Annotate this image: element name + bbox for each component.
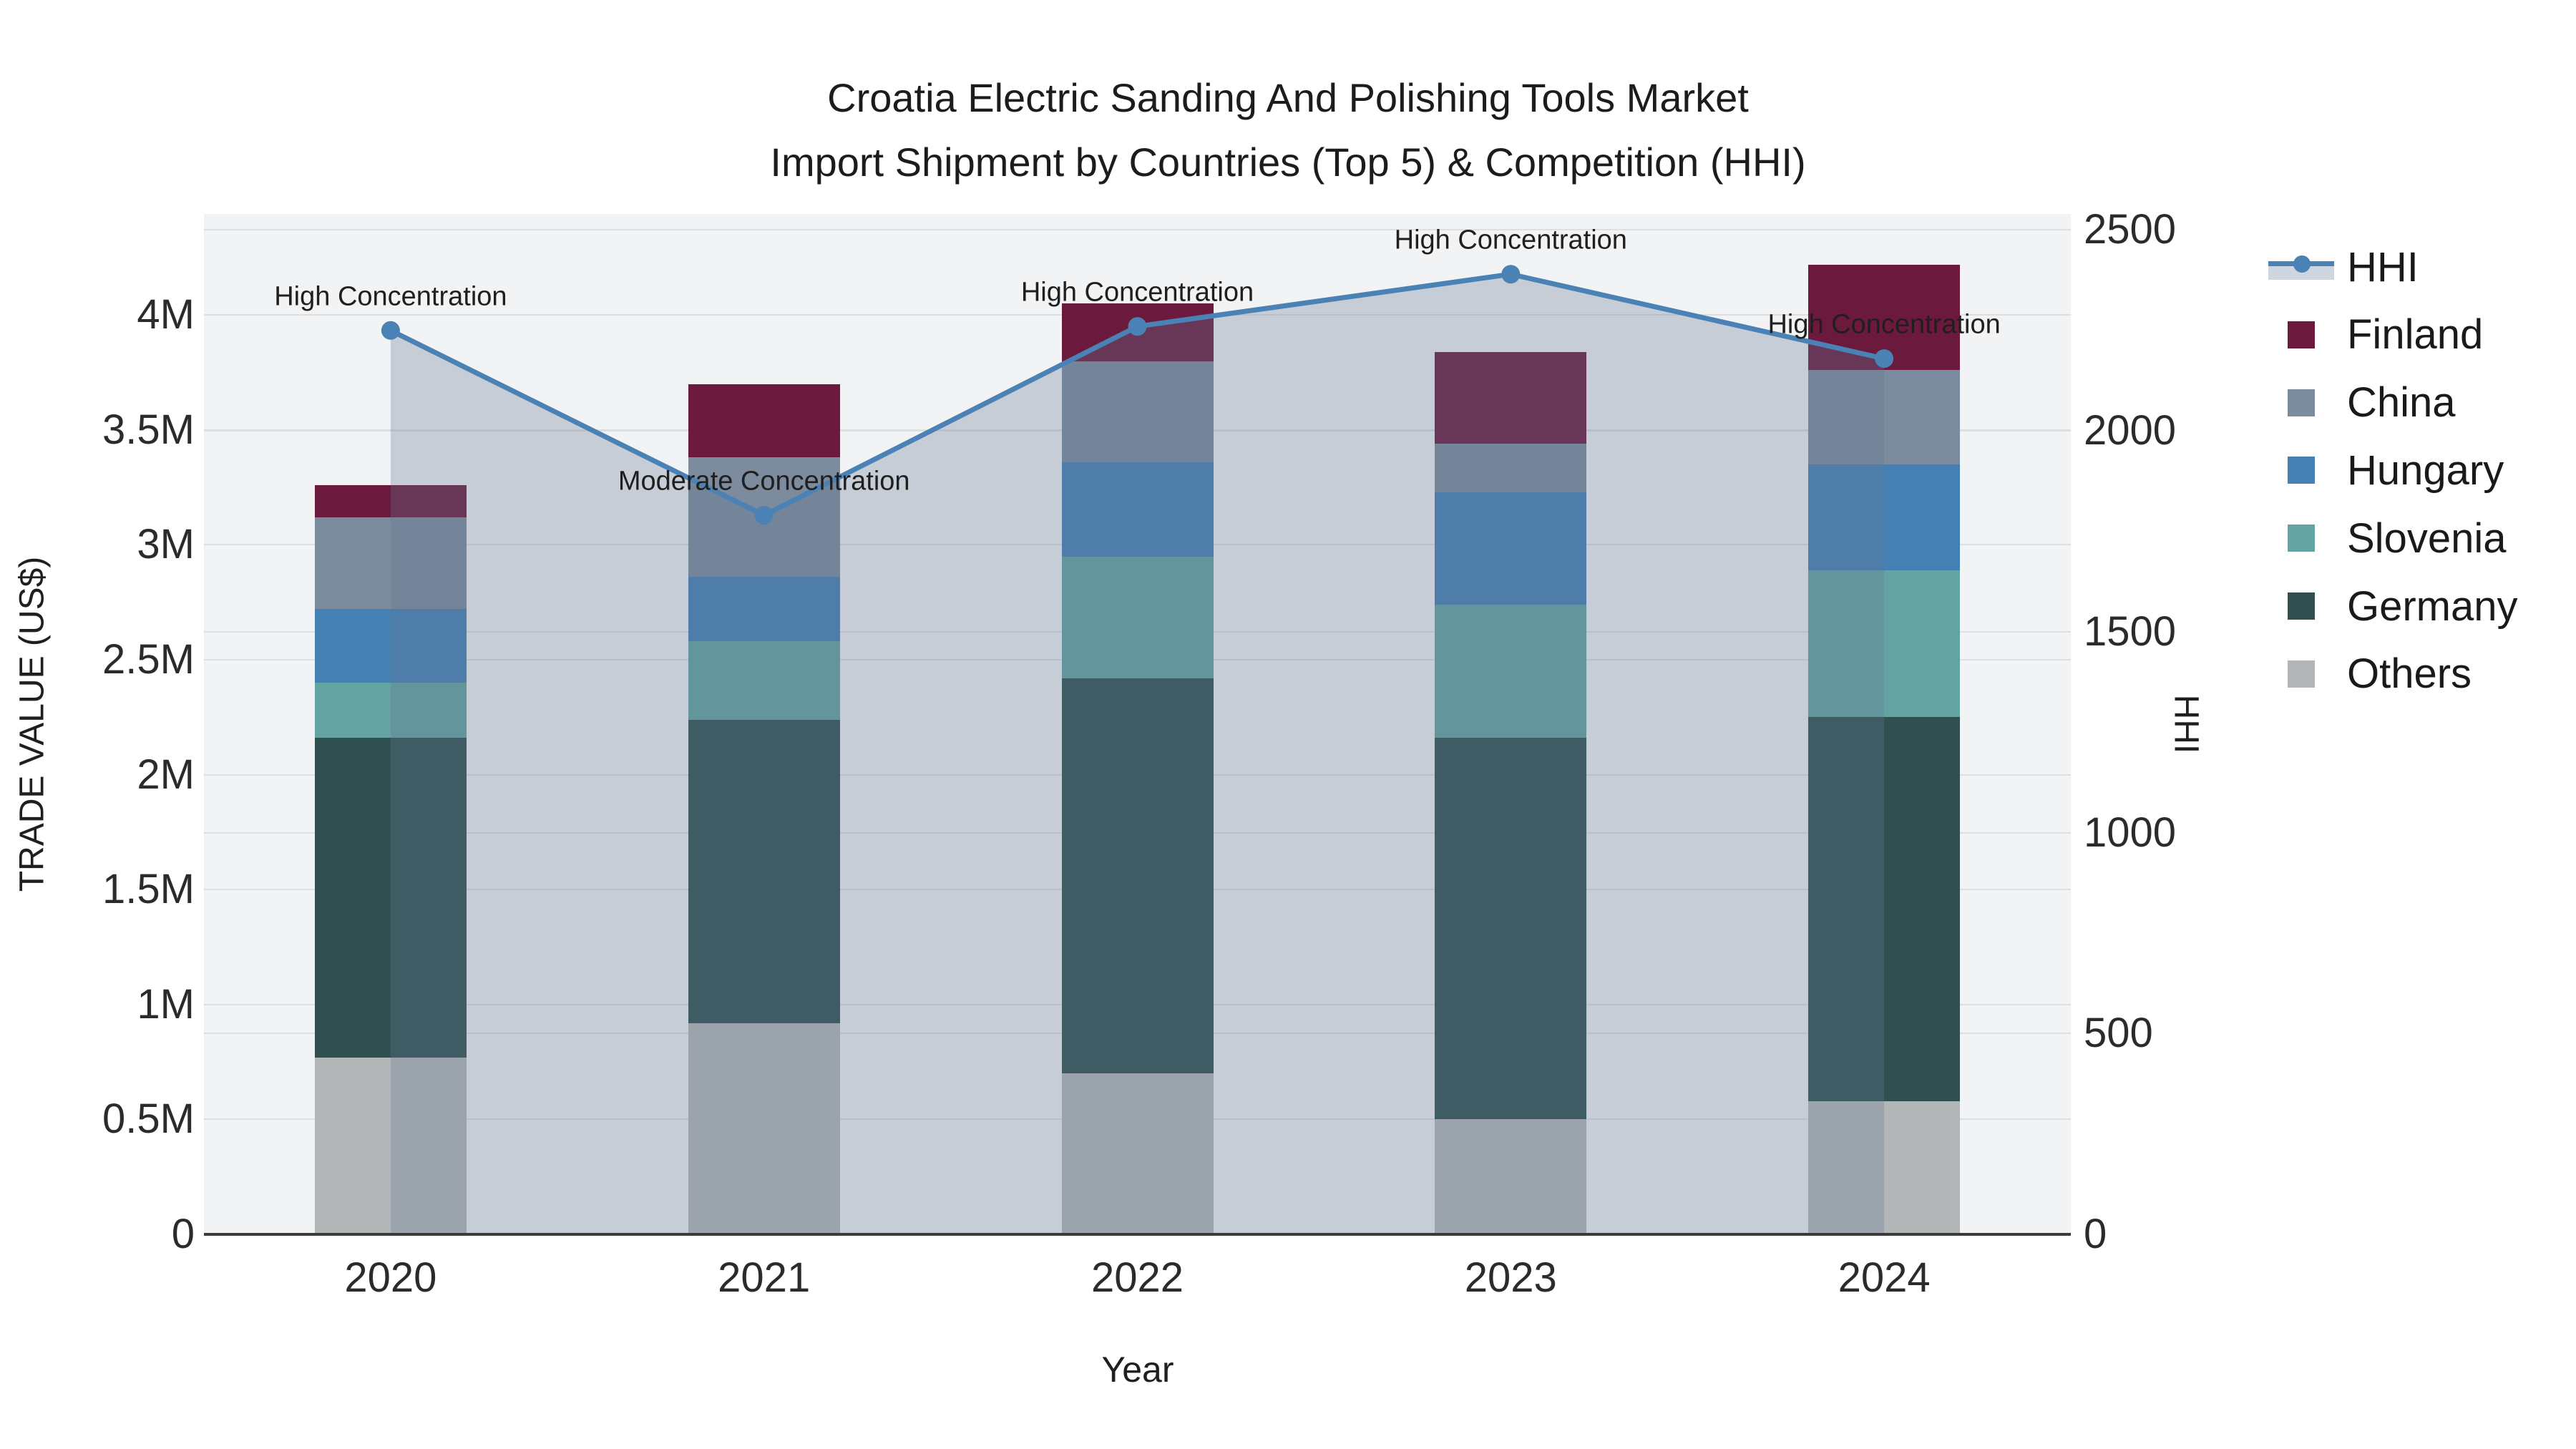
annotation-2024: High Concentration	[1767, 309, 2001, 340]
legend-item-finland[interactable]: Finland	[2268, 310, 2483, 360]
bar-2020-finland	[314, 485, 467, 517]
legend-swatch-wrap	[2268, 310, 2334, 360]
legend-color-swatch	[2288, 525, 2315, 552]
hhi-fill-swatch	[2268, 265, 2334, 280]
bar-2023-others	[1435, 1119, 1587, 1234]
bar-2023-finland	[1435, 351, 1587, 444]
y-tick-label: 1.5M	[102, 866, 195, 913]
x-tick-label-2020: 2020	[344, 1254, 437, 1301]
legend-item-germany[interactable]: Germany	[2268, 581, 2518, 631]
bar-2022-others	[1061, 1073, 1214, 1234]
x-tick-label-2023: 2023	[1464, 1254, 1557, 1301]
legend-swatch-wrap	[2268, 581, 2334, 631]
y2-tick-label: 500	[2084, 1010, 2153, 1057]
bar-2023-slovenia	[1435, 605, 1587, 738]
legend-label: Germany	[2347, 582, 2518, 630]
y-tick-label: 0.5M	[102, 1096, 195, 1143]
legend-swatch-wrap	[2268, 378, 2334, 428]
hhi-area-fill	[390, 274, 1885, 1234]
hhi-line-layer	[381, 265, 1894, 1234]
y-tick-label: 2.5M	[102, 636, 195, 683]
y-tick-label: 4M	[137, 291, 195, 338]
x-tick-label-2022: 2022	[1091, 1254, 1184, 1301]
y-tick-label: 1M	[137, 980, 195, 1028]
legend-swatch-wrap	[2268, 513, 2334, 563]
y2-tick-label: 2500	[2084, 206, 2177, 253]
bar-2021-slovenia	[688, 641, 840, 720]
x-tick-label-2021: 2021	[718, 1254, 811, 1301]
legend-item-slovenia[interactable]: Slovenia	[2268, 513, 2506, 563]
bar-2022-slovenia	[1061, 556, 1214, 678]
y2-tick-label: 2000	[2084, 407, 2177, 454]
y-tick-label: 2M	[137, 751, 195, 798]
bar-2024-germany	[1808, 717, 1961, 1101]
bar-2023-germany	[1435, 738, 1587, 1120]
y2-tick-label: 1000	[2084, 809, 2177, 856]
bar-2023-china	[1435, 444, 1587, 492]
bar-2021-hungary	[688, 577, 840, 642]
hhi-marker-2021	[754, 506, 774, 525]
legend-label: Slovenia	[2347, 514, 2507, 562]
bar-2022-germany	[1061, 678, 1214, 1074]
bar-2022-hungary	[1061, 462, 1214, 557]
y-tick-label: 3.5M	[102, 406, 195, 453]
annotation-2022: High Concentration	[1020, 277, 1254, 308]
legend-color-swatch	[2288, 389, 2315, 416]
bar-2021-others	[688, 1023, 840, 1234]
legend-item-hhi[interactable]: HHI	[2268, 242, 2419, 292]
legend-label: HHI	[2347, 243, 2419, 291]
y-tick-label: 0	[171, 1211, 195, 1257]
bar-2020-others	[314, 1057, 467, 1234]
hhi-marker-2020	[381, 321, 400, 340]
bar-2023-hungary	[1435, 492, 1587, 605]
legend-swatch-wrap	[2268, 445, 2334, 495]
y-tick-label: 3M	[137, 521, 195, 568]
legend-color-swatch	[2288, 592, 2315, 620]
bar-2021-finland	[688, 384, 840, 458]
legend-label: Finland	[2347, 311, 2484, 358]
legend-color-swatch	[2288, 321, 2315, 348]
x-axis-title: Year	[1101, 1350, 1174, 1390]
bar-2024-hungary	[1808, 464, 1961, 570]
y-axis-title: TRADE VALUE (US$)	[13, 556, 52, 892]
annotation-2021: Moderate Concentration	[618, 466, 910, 497]
legend-label: Others	[2347, 650, 2472, 698]
hhi-marker-dot-icon	[2293, 255, 2311, 273]
legend-color-swatch	[2288, 457, 2315, 484]
legend-item-hungary[interactable]: Hungary	[2268, 445, 2504, 495]
bar-2020-slovenia	[314, 683, 467, 738]
x-tick-label-2024: 2024	[1838, 1254, 1931, 1301]
bar-2024-slovenia	[1808, 570, 1961, 718]
bar-2020-china	[314, 517, 467, 610]
legend-color-swatch	[2288, 660, 2315, 688]
bar-2020-hungary	[314, 609, 467, 683]
bar-2020-germany	[314, 738, 467, 1058]
legend-swatch-wrap	[2268, 649, 2334, 699]
hhi-marker-2023	[1501, 265, 1521, 284]
chart-title: Croatia Electric Sanding And Polishing T…	[0, 66, 2576, 195]
y2-axis-title: HHI	[2167, 694, 2205, 754]
legend-item-others[interactable]: Others	[2268, 649, 2472, 699]
legend-label: Hungary	[2347, 447, 2504, 494]
bar-2021-germany	[688, 719, 840, 1023]
chart-title-line1: Croatia Electric Sanding And Polishing T…	[827, 75, 1749, 120]
plot-area: High Concentration Moderate Concentration…	[204, 214, 2071, 1234]
legend-label: China	[2347, 379, 2456, 426]
hhi-marker-2024	[1875, 349, 1894, 369]
bar-2024-china	[1808, 370, 1961, 465]
chart-title-line2: Import Shipment by Countries (Top 5) & C…	[770, 140, 1806, 185]
annotation-2020: High Concentration	[274, 281, 507, 312]
hhi-line-swatch-icon	[2268, 251, 2334, 283]
x-axis-line	[204, 1233, 2071, 1236]
legend-swatch-wrap	[2268, 242, 2334, 292]
hhi-marker-2022	[1128, 317, 1147, 336]
gridline-right-axis	[204, 229, 2071, 231]
annotation-2023: High Concentration	[1394, 225, 1627, 255]
y2-tick-label: 0	[2084, 1211, 2107, 1257]
y2-tick-label: 1500	[2084, 608, 2177, 655]
bar-2024-others	[1808, 1101, 1961, 1234]
legend-item-china[interactable]: China	[2268, 378, 2456, 428]
bar-2022-china	[1061, 361, 1214, 462]
